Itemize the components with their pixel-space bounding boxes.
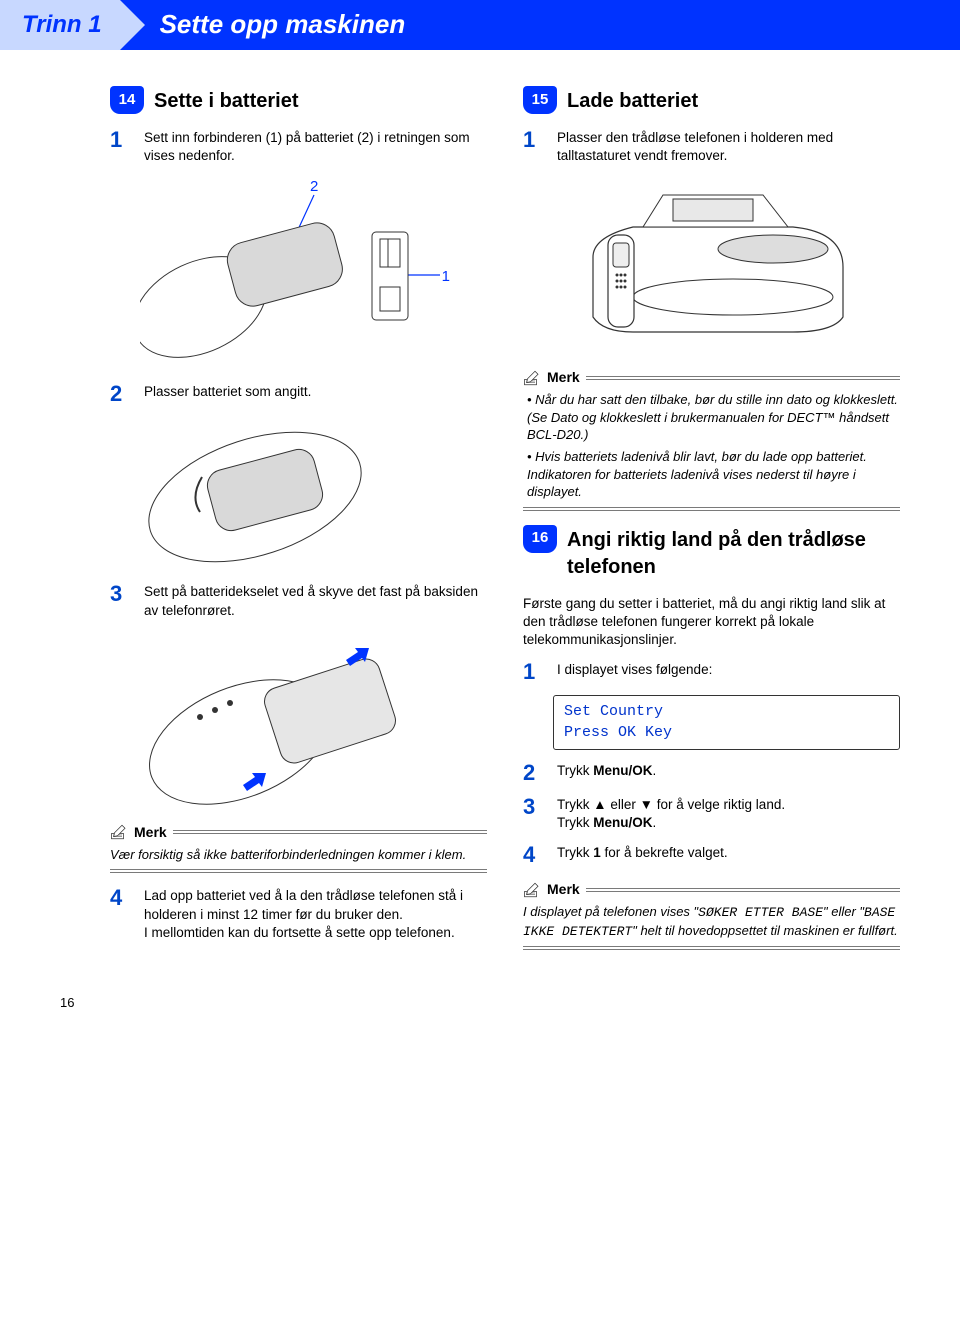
section-badge-15: 15: [523, 86, 557, 114]
step-number: 1: [110, 129, 132, 165]
step-16-1: 1 I displayet vises følgende:: [523, 661, 900, 683]
note-body: Vær forsiktig så ikke batteriforbinderle…: [110, 846, 487, 864]
t: I displayet på telefonen vises ": [523, 904, 698, 919]
pencil-note-icon: [523, 881, 541, 899]
note-label: Merk: [547, 880, 580, 899]
illustration-label-1: 1: [442, 267, 450, 287]
note-14: Merk Vær forsiktig så ikke batteriforbin…: [110, 823, 487, 873]
step-text: Trykk Menu/OK.: [557, 762, 900, 784]
section-15-title: Lade batteriet: [567, 86, 698, 115]
step-14-3: 3 Sett på batteridekselet ved å skyve de…: [110, 583, 487, 619]
step-16-4: 4 Trykk 1 for å bekrefte valget.: [523, 844, 900, 866]
t: .: [653, 763, 657, 778]
step-number: 3: [110, 583, 132, 619]
step-text: Lad opp batteriet ved å la den trådløse …: [144, 887, 487, 942]
page-number: 16: [0, 964, 960, 1032]
t: 1: [593, 845, 601, 860]
note-header: Merk: [110, 823, 487, 842]
step-label: Trinn 1: [22, 9, 102, 41]
note-tail: [110, 869, 487, 873]
step-number: 2: [523, 762, 545, 784]
note-15: Merk Når du har satt den tilbake, bør du…: [523, 368, 900, 510]
step-14-1: 1 Sett inn forbinderen (1) på batteriet …: [110, 129, 487, 165]
t: Menu/OK: [593, 763, 652, 778]
note-header: Merk: [523, 368, 900, 387]
note-header: Merk: [523, 880, 900, 899]
t: Trykk: [557, 797, 593, 812]
printer-svg: [533, 177, 863, 352]
note-tail: [523, 946, 900, 950]
note-bullet: Når du har satt den tilbake, bør du stil…: [527, 391, 900, 444]
t: Menu/OK: [593, 815, 652, 830]
note-body: I displayet på telefonen vises "SØKER ET…: [523, 903, 900, 940]
step-16-2: 2 Trykk Menu/OK.: [523, 762, 900, 784]
up-arrow-icon: ▲: [593, 797, 606, 812]
step-text-a: Lad opp batteriet ved å la den trådløse …: [144, 888, 463, 921]
step-number: 1: [523, 129, 545, 165]
lcd-line-1: Set Country: [564, 702, 889, 722]
step-number: 4: [110, 887, 132, 942]
t: " eller ": [823, 904, 864, 919]
step-text: Trykk ▲ eller ▼ for å velge riktig land.…: [557, 796, 900, 832]
illustration-printer-handset: [533, 177, 863, 352]
section-16-head: 16 Angi riktig land på den trådløse tele…: [523, 525, 900, 581]
step-tab: Trinn 1: [0, 0, 120, 50]
pencil-note-icon: [523, 369, 541, 387]
t: for å velge riktig land.: [653, 797, 785, 812]
illustration-battery-connector: 2 1: [140, 177, 470, 367]
note-label: Merk: [134, 823, 167, 842]
header-bar: Trinn 1 Sette opp maskinen: [0, 0, 960, 50]
header-title: Sette opp maskinen: [160, 7, 406, 42]
page-columns: 14 Sette i batteriet 1 Sett inn forbinde…: [0, 76, 960, 964]
left-column: 14 Sette i batteriet 1 Sett inn forbinde…: [110, 76, 487, 964]
step-number: 3: [523, 796, 545, 832]
section-14-head: 14 Sette i batteriet: [110, 86, 487, 115]
step-text: Sett inn forbinderen (1) på batteriet (2…: [144, 129, 487, 165]
pencil-note-icon: [110, 823, 128, 841]
step-15-1: 1 Plasser den trådløse telefonen i holde…: [523, 129, 900, 165]
battery-cover-svg: [140, 632, 430, 807]
battery-connector-svg: [140, 177, 470, 367]
right-column: 15 Lade batteriet 1 Plasser den trådløse…: [523, 76, 900, 964]
note-body: Når du har satt den tilbake, bør du stil…: [523, 391, 900, 500]
step-16-3: 3 Trykk ▲ eller ▼ for å velge riktig lan…: [523, 796, 900, 832]
t: Trykk: [557, 815, 593, 830]
step-14-2: 2 Plasser batteriet som angitt.: [110, 383, 487, 405]
t: Trykk: [557, 845, 593, 860]
section-15-head: 15 Lade batteriet: [523, 86, 900, 115]
lcd-display: Set Country Press OK Key: [553, 695, 900, 750]
section-16-title: Angi riktig land på den trådløse telefon…: [567, 525, 900, 581]
illustration-label-2: 2: [310, 177, 318, 197]
step-text: Sett på batteridekselet ved å skyve det …: [144, 583, 487, 619]
step-text: I displayet vises følgende:: [557, 661, 900, 683]
t: " helt til hovedoppsettet til maskinen e…: [632, 923, 897, 938]
t: for å bekrefte valget.: [601, 845, 728, 860]
section-badge-16: 16: [523, 525, 557, 553]
step-text-b: I mellomtiden kan du fortsette å sette o…: [144, 925, 455, 940]
step-number: 4: [523, 844, 545, 866]
note-tail: [523, 507, 900, 511]
step-number: 2: [110, 383, 132, 405]
step-text: Plasser den trådløse telefonen i holdere…: [557, 129, 900, 165]
down-arrow-icon: ▼: [640, 797, 653, 812]
note-label: Merk: [547, 368, 580, 387]
t: .: [653, 815, 657, 830]
step-text: Plasser batteriet som angitt.: [144, 383, 487, 405]
section-16-intro: Første gang du setter i batteriet, må du…: [523, 595, 900, 650]
step-number: 1: [523, 661, 545, 683]
t: eller: [607, 797, 640, 812]
t: SØKER ETTER BASE: [698, 905, 823, 920]
note-bullet: Hvis batteriets ladenivå blir lavt, bør …: [527, 448, 900, 501]
step-14-4: 4 Lad opp batteriet ved å la den trådløs…: [110, 887, 487, 942]
section-14-title: Sette i batteriet: [154, 86, 298, 115]
illustration-place-battery: [140, 417, 400, 567]
section-badge-14: 14: [110, 86, 144, 114]
lcd-line-2: Press OK Key: [564, 723, 889, 743]
place-battery-svg: [140, 417, 400, 567]
t: Trykk: [557, 763, 593, 778]
step-text: Trykk 1 for å bekrefte valget.: [557, 844, 900, 866]
illustration-battery-cover: [140, 632, 430, 807]
note-16: Merk I displayet på telefonen vises "SØK…: [523, 880, 900, 950]
